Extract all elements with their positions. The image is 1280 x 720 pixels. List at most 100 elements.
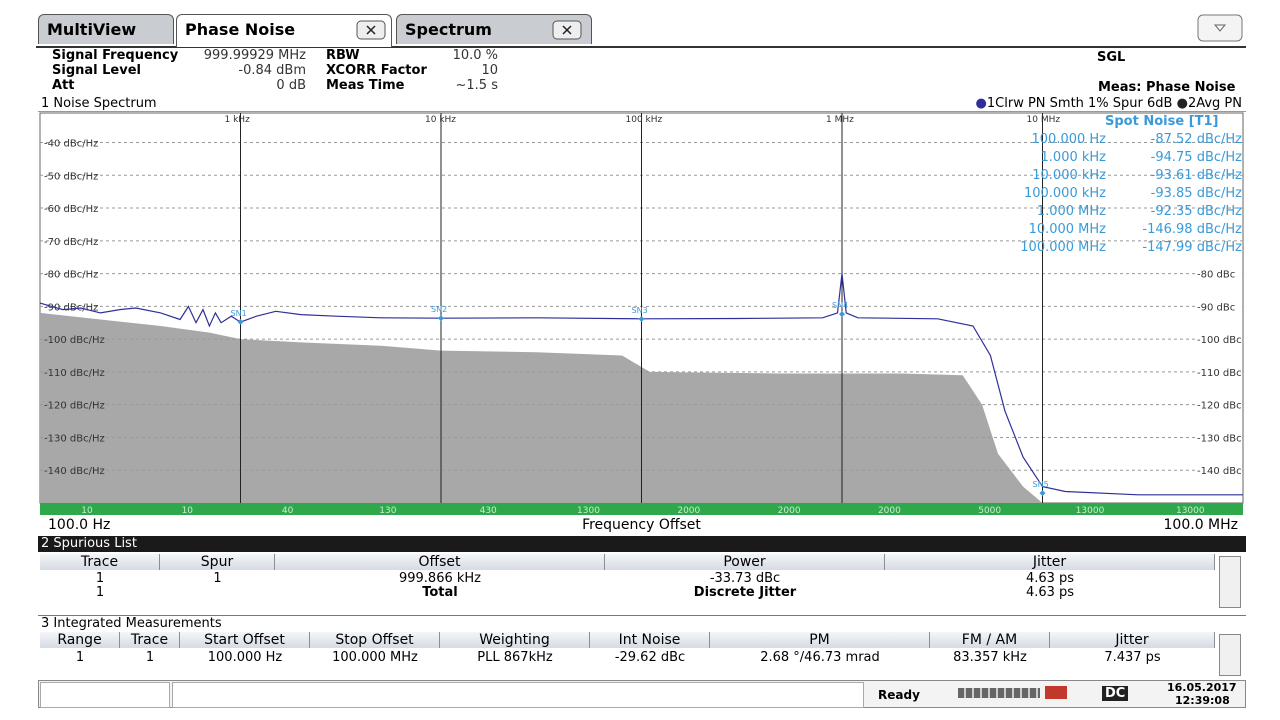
rbw-label: 10 <box>182 506 194 516</box>
label-bg <box>1195 463 1242 477</box>
spot-noise-value: -94.75 dBc/Hz <box>1151 150 1243 165</box>
setting-label: Signal Frequency <box>52 48 179 63</box>
plot-title-bar: 1 Noise Spectrum ●1Clrw PN Smth 1% Spur … <box>38 96 1246 112</box>
table-cell: 4.63 ps <box>1025 571 1075 586</box>
tab-phase-noise[interactable]: Phase Noise <box>176 14 392 47</box>
spot-noise-offset: 100.000 kHz <box>1024 186 1106 201</box>
table-cell: -33.73 dBc <box>709 571 781 586</box>
rbw-bar <box>40 503 1243 515</box>
sweep-mode: SGL <box>1097 50 1126 65</box>
column-header: Power <box>605 554 885 570</box>
rbw-label: 430 <box>480 506 497 516</box>
scrollbar[interactable] <box>1219 634 1241 676</box>
column-header: Int Noise <box>590 632 710 648</box>
lxi-icon <box>1045 686 1067 699</box>
status-state: Ready <box>878 688 920 702</box>
label-bg <box>1195 364 1242 378</box>
label-bg <box>1195 430 1242 444</box>
close-button[interactable] <box>356 20 386 40</box>
setting-label: Signal Level <box>52 63 141 78</box>
y-tick-label: -130 dBc/Hz <box>44 433 105 444</box>
scrollbar[interactable] <box>1219 556 1241 608</box>
column-header: PM <box>710 632 930 648</box>
table-cell: 1 <box>75 650 85 665</box>
spot-noise-offset: 100.000 Hz <box>1032 132 1107 147</box>
setting-value: 999.99929 MHz <box>203 48 306 63</box>
column-header: Jitter <box>1050 632 1215 648</box>
column-header: Stop Offset <box>310 632 440 648</box>
column-header: FM / AM <box>930 632 1050 648</box>
setting-value: 10 <box>481 63 498 78</box>
rbw-label: 5000 <box>978 506 1001 516</box>
column-header: Trace <box>40 554 160 570</box>
table-cell: 7.437 ps <box>1104 650 1161 665</box>
x-tick-label: 1 MHz <box>826 115 854 125</box>
legend-entry: 2Avg PN <box>1187 96 1242 111</box>
legend-dot: ● <box>975 96 987 111</box>
y-tick-label-right: -100 dBc <box>1197 335 1242 346</box>
close-button[interactable] <box>552 20 582 40</box>
spot-noise-value: -93.61 dBc/Hz <box>1151 168 1243 183</box>
table-cell: 1 <box>95 571 105 586</box>
spot-marker <box>438 315 444 322</box>
table-cell: 1 <box>213 571 222 586</box>
trace-line <box>39 273 1243 496</box>
y-tick-label: -70 dBc/Hz <box>44 237 98 248</box>
table-cell: 1 <box>145 650 155 665</box>
menu-button[interactable] <box>1197 14 1243 42</box>
legend: ●1Clrw PN Smth 1% Spur 6dB ●2Avg PN <box>976 96 1242 112</box>
table-cell: 83.357 kHz <box>953 650 1027 665</box>
y-tick-label: -100 dBc/Hz <box>44 335 105 346</box>
rbw-label: 10 <box>81 506 93 516</box>
table-cell: Discrete Jitter <box>693 585 797 600</box>
time: 12:39:08 <box>1175 694 1230 707</box>
y-tick-label-right: -130 dBc <box>1197 433 1242 444</box>
spot-noise-offset: 10.000 MHz <box>1029 222 1107 237</box>
spot-marker <box>237 318 244 325</box>
column-header: Weighting <box>440 632 590 648</box>
input-field[interactable] <box>40 682 170 708</box>
x-stop: 100.0 MHz <box>1164 517 1238 533</box>
label-bg <box>1195 397 1242 411</box>
y-tick-label-right: -80 dBc <box>1197 270 1235 281</box>
column-header: Spur <box>160 554 275 570</box>
y-tick-label-right: -110 dBc <box>1197 368 1242 379</box>
y-tick-label: -120 dBc/Hz <box>44 401 105 412</box>
spot-noise-value: -87.52 dBc/Hz <box>1151 132 1243 147</box>
y-tick-label-right: -120 dBc <box>1197 401 1242 412</box>
spot-marker <box>638 315 645 322</box>
y-tick-label: -110 dBc/Hz <box>44 368 105 379</box>
plot-title: 1 Noise Spectrum <box>41 96 157 111</box>
measurement: Meas: Phase Noise <box>1098 80 1236 95</box>
column-header: Offset <box>275 554 605 570</box>
y-tick-label: -50 dBc/Hz <box>44 171 98 182</box>
table-cell: PLL 867kHz <box>477 650 553 665</box>
setting-value: ~1.5 s <box>455 78 498 93</box>
input-field[interactable] <box>172 682 864 708</box>
spot-noise-value: -147.99 dBc/Hz <box>1142 240 1242 255</box>
rbw-label: 130 <box>379 506 396 516</box>
rbw-label: 2000 <box>677 506 700 516</box>
spot-marker-label: SN1 <box>231 309 247 318</box>
column-header: Trace <box>120 632 180 648</box>
setting-label: RBW <box>326 48 360 63</box>
table-cell: 100.000 Hz <box>207 650 283 665</box>
setting-value: 0 dB <box>276 78 306 93</box>
spot-noise-offset: 1.000 kHz <box>1041 150 1107 165</box>
spot-noise-offset: 100.000 MHz <box>1020 240 1106 255</box>
rbw-label: 13000 <box>1076 506 1105 516</box>
table-cell: 999.866 kHz <box>398 571 482 586</box>
legend-dot: ● <box>1176 96 1188 111</box>
table-cell: 1 <box>95 585 105 600</box>
x-tick-label: 10 MHz <box>1027 115 1061 125</box>
x-tick-label: 10 kHz <box>425 115 456 125</box>
table-cell: Total <box>422 585 458 600</box>
legend-entry: 1Clrw PN Smth 1% Spur 6dB <box>986 96 1173 111</box>
spot-marker-label: SN4 <box>832 301 848 310</box>
setting-label: XCORR Factor <box>326 63 427 78</box>
tab-multiview[interactable]: MultiView <box>38 14 174 44</box>
rbw-label: 40 <box>282 506 294 516</box>
x-axis-label: Frequency Offset <box>582 517 701 533</box>
label-bg <box>1195 299 1242 313</box>
